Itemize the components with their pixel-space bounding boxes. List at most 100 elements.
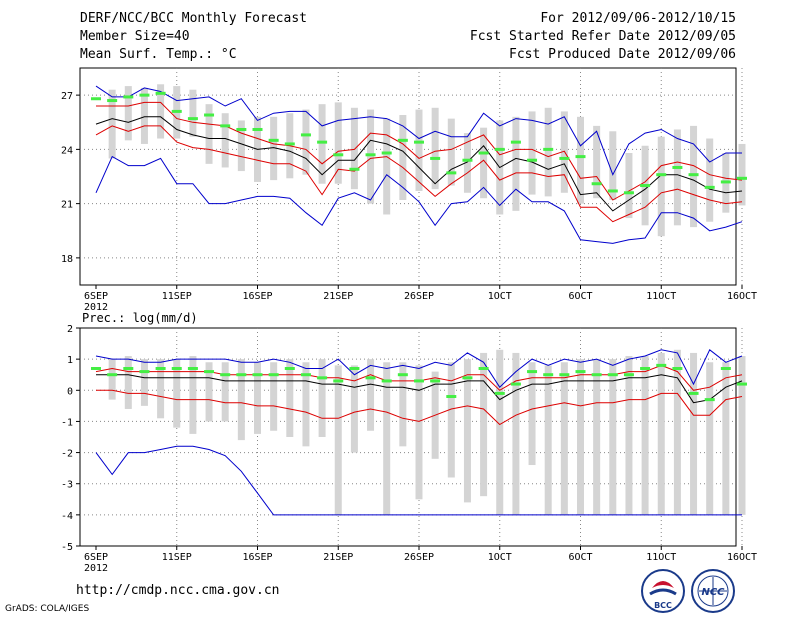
series-line-max [95, 349, 743, 388]
x-tick-label: 1OCT [488, 291, 512, 302]
ensemble-range-bar [205, 104, 213, 164]
ensemble-range-bar [415, 109, 423, 191]
ensemble-range-bar [350, 365, 358, 453]
ensemble-range-bar [560, 362, 568, 515]
y-tick-label: 18 [61, 254, 73, 265]
x-year-label: 2012 [84, 302, 108, 313]
ensemble-range-bar [302, 362, 310, 447]
series-line-upper [96, 101, 743, 201]
ensemble-range-bar [641, 356, 649, 515]
ensemble-range-bar [367, 109, 375, 204]
ensemble-range-bar [625, 152, 633, 219]
ensemble-range-bar [157, 84, 165, 139]
ensemble-range-bar [399, 115, 407, 201]
series-line-lower [95, 125, 743, 223]
ensemble-range-bar [625, 356, 633, 515]
y-tick-label: 1 [67, 355, 73, 366]
ensemble-range-bar [415, 365, 423, 500]
ensemble-range-bar [673, 349, 681, 515]
ensemble-range-bar [706, 362, 714, 515]
x-tick-label: 6OCT [568, 291, 592, 302]
ensemble-range-bar [157, 359, 165, 419]
bcc-logo-text: BCC [654, 601, 672, 610]
header-left: DERF/NCC/BCC Monthly Forecast Member Siz… [80, 10, 307, 64]
x-tick-label: 16OCT [727, 552, 757, 563]
header-right: For 2012/09/06-2012/10/15 Fcst Started R… [470, 10, 736, 64]
temperature-panel: 6SEP 11SEP 16SEP 21SEP 26SEP 1OCT 6OCT 11OCT 16O… [61, 68, 757, 313]
y-tick-label: -2 [61, 449, 73, 460]
y-tick-label: -3 [61, 480, 73, 491]
y-tick-label: 21 [61, 200, 73, 211]
ensemble-range-bar [318, 104, 326, 184]
temperature-panel-frame [79, 67, 737, 286]
ensemble-range-bar [673, 129, 681, 226]
x-tick-label: 6OCT [568, 552, 592, 563]
ensemble-range-bar [140, 359, 148, 406]
ensemble-range-bar [593, 359, 601, 515]
ensemble-range-bar [738, 143, 746, 206]
x-tick-label: 26SEP [404, 291, 434, 302]
chart-title: DERF/NCC/BCC Monthly Forecast [80, 11, 307, 26]
grads-credit: GrADS: COLA/IGES [5, 604, 90, 614]
precip-panel-frame [79, 327, 737, 547]
ensemble-range-bar [124, 356, 132, 409]
ncc-logo-text: NCC [701, 587, 725, 598]
ensemble-range-bar [350, 107, 358, 190]
ensemble-range-bar [221, 362, 229, 422]
ensemble-range-bar [189, 356, 197, 434]
variable-label: Mean Surf. Temp.: °C [80, 47, 237, 62]
series-line-mean [96, 374, 743, 404]
ensemble-range-bar [270, 116, 278, 181]
ensemble-range-bar [431, 107, 439, 190]
y-tick-label: -4 [61, 511, 73, 522]
ensemble-range-bar [738, 356, 746, 515]
x-tick-label: 16SEP [242, 552, 272, 563]
y-tick-label: 0 [67, 386, 73, 397]
ensemble-range-bar [270, 362, 278, 431]
website-url[interactable]: http://cmdp.ncc.cma.gov.cn [76, 583, 280, 598]
ensemble-range-bar [690, 352, 698, 515]
ensemble-range-bar [383, 362, 391, 515]
ensemble-range-bar [205, 362, 213, 422]
forecast-produced-date: Fcst Produced Date 2012/09/06 [509, 47, 736, 62]
x-tick-label: 6SEP [84, 291, 108, 302]
ensemble-range-bar [544, 365, 552, 515]
ensemble-range-bar [657, 136, 665, 237]
ensemble-range-bar [690, 125, 698, 228]
y-tick-label: 24 [61, 145, 73, 156]
ensemble-range-bar [367, 359, 375, 431]
x-tick-label: 26SEP [404, 552, 434, 563]
ensemble-range-bar [173, 359, 181, 428]
series-line-min [95, 155, 743, 244]
ensemble-range-bar [140, 87, 148, 144]
ensemble-range-bar [237, 120, 245, 172]
y-tick-label: 2 [67, 324, 73, 335]
ensemble-range-bar [496, 349, 504, 515]
ensemble-range-bar [399, 362, 407, 447]
ensemble-range-bar [463, 359, 471, 503]
y-tick-label: 27 [61, 91, 73, 102]
ensemble-range-bar [318, 359, 326, 437]
series-line-mean [95, 116, 743, 212]
ensemble-range-bar [463, 133, 471, 193]
ensemble-range-bar [609, 131, 617, 201]
series-line-max [95, 85, 742, 176]
x-tick-label: 16OCT [727, 291, 757, 302]
ensemble-range-bar [577, 359, 584, 515]
bcc-logo: BCC [641, 569, 685, 613]
x-tick-label: 11SEP [162, 291, 192, 302]
x-tick-label: 6SEP [84, 552, 108, 563]
ensemble-range-bar [302, 109, 310, 175]
forecast-started-date: Fcst Started Refer Date 2012/09/05 [469, 29, 736, 44]
ensemble-range-bar [528, 111, 536, 195]
x-tick-label: 11OCT [646, 291, 676, 302]
x-tick-label: 16SEP [242, 291, 272, 302]
x-year-label: 2012 [84, 563, 108, 574]
ensemble-range-bar [609, 359, 617, 515]
ensemble-range-bar [512, 352, 520, 515]
ensemble-range-bar [334, 365, 342, 515]
ensemble-range-bar [447, 362, 455, 478]
x-tick-label: 11OCT [646, 552, 676, 563]
y-tick-label: -5 [61, 542, 73, 553]
